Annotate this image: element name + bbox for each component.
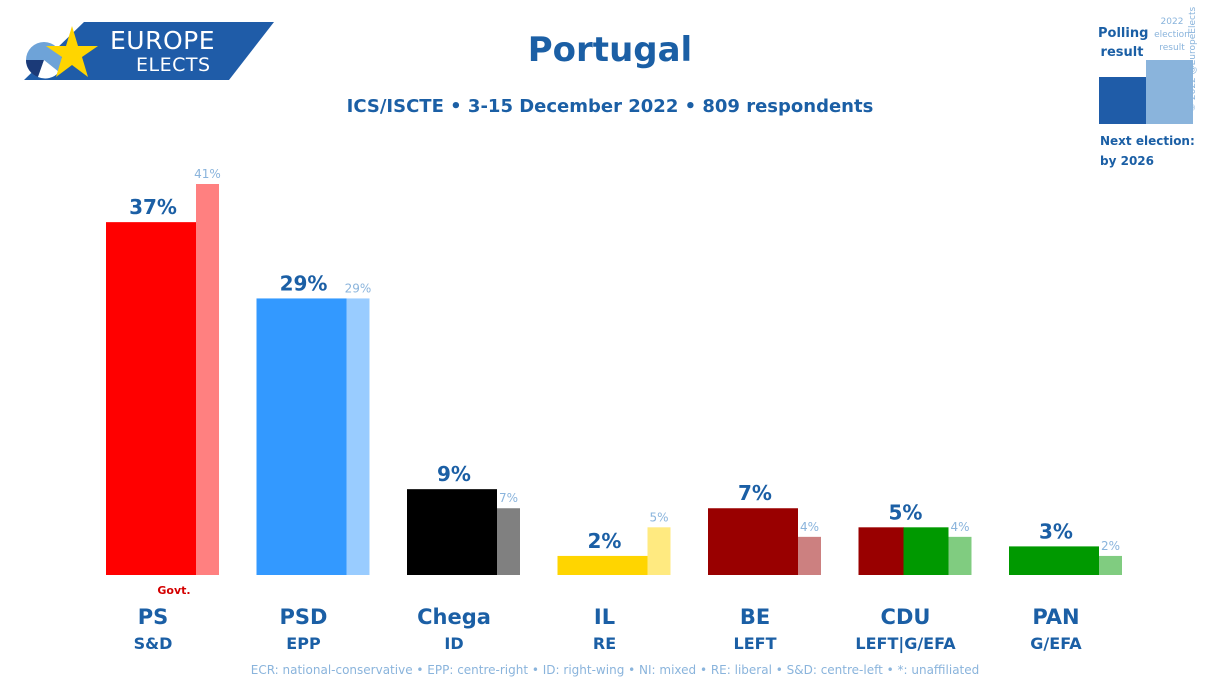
poll-bar-be: [708, 508, 798, 575]
party-group-chega: ID: [444, 634, 463, 653]
chart-subtitle: ICS/ISCTE • 3-15 December 2022 • 809 res…: [346, 96, 874, 117]
poll-bar-psd: [256, 298, 347, 575]
party-label-psd: PSD: [280, 605, 328, 629]
election-bar-cdu: [948, 536, 972, 575]
election-value-be: 4%: [800, 520, 819, 534]
poll-value-il: 2%: [588, 529, 622, 553]
poll-bar-cdu-2: [903, 527, 949, 575]
election-value-cdu: 4%: [950, 520, 969, 534]
legend-polling-label: Polling result: [1098, 26, 1149, 60]
party-label-cdu: CDU: [881, 605, 931, 629]
legend-next-election: Next election: by 2026: [1100, 134, 1195, 168]
election-bar-il: [647, 527, 671, 575]
election-value-il: 5%: [649, 510, 668, 524]
poll-value-be: 7%: [738, 481, 772, 505]
poll-value-chega: 9%: [437, 462, 471, 486]
legend-election-swatch: [1146, 60, 1193, 124]
poll-bar-ps: [106, 222, 196, 575]
election-bar-chega: [497, 508, 520, 575]
party-label-pan: PAN: [1032, 605, 1079, 629]
election-bar-psd: [346, 298, 370, 575]
party-group-cdu: LEFT|G/EFA: [855, 634, 956, 654]
party-label-chega: Chega: [417, 605, 491, 629]
party-label-il: IL: [594, 605, 615, 629]
party-label-be: BE: [740, 605, 770, 629]
election-value-ps: 41%: [194, 167, 221, 181]
logo-text-europe: EUROPE: [110, 26, 216, 55]
legend: Polling result 2022 election result Next…: [1095, 14, 1215, 168]
election-value-psd: 29%: [345, 281, 372, 295]
poll-bar-il: [557, 555, 648, 575]
legend-polling-swatch: [1099, 77, 1146, 124]
party-group-psd: EPP: [286, 634, 321, 653]
party-group-be: LEFT: [734, 634, 777, 653]
govt-marker-ps: Govt.: [157, 584, 190, 597]
europe-elects-logo: [24, 22, 274, 80]
legend-election-label: 2022 election result: [1154, 17, 1190, 53]
poll-value-psd: 29%: [280, 271, 328, 295]
election-bar-be: [798, 536, 821, 575]
party-group-pan: G/EFA: [1030, 634, 1082, 653]
election-bar-ps: [196, 184, 219, 575]
party-label-ps: PS: [138, 605, 169, 629]
logo-text-elects: ELECTS: [136, 54, 211, 76]
election-value-chega: 7%: [499, 491, 518, 505]
poll-bar-pan: [1009, 546, 1099, 575]
party-group-il: RE: [593, 634, 616, 653]
poll-value-ps: 37%: [129, 195, 177, 219]
poll-bar-cdu-1: [858, 527, 904, 575]
chart-title: Portugal: [527, 30, 693, 70]
poll-bar-chega: [407, 489, 497, 575]
party-group-ps: S&D: [134, 634, 173, 653]
group-footnote: ECR: national-conservative • EPP: centre…: [250, 663, 980, 677]
election-bar-pan: [1099, 555, 1122, 575]
poll-value-pan: 3%: [1039, 519, 1073, 543]
poll-value-cdu: 5%: [889, 500, 923, 524]
election-value-pan: 2%: [1101, 539, 1120, 553]
